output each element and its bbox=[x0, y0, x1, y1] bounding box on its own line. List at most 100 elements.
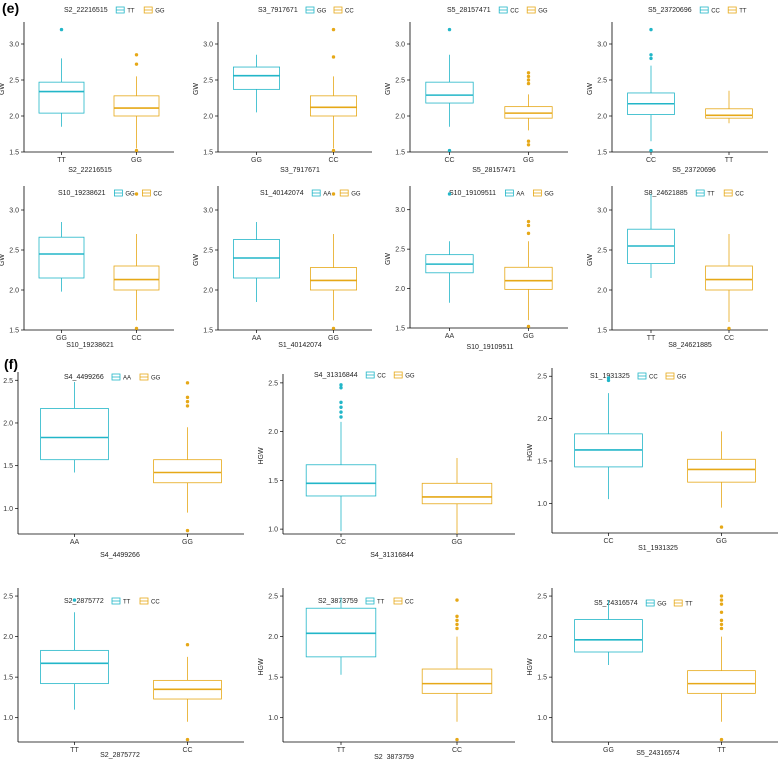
legend-label: GG bbox=[151, 376, 161, 382]
y-tick-label: 2.5 bbox=[537, 594, 547, 601]
legend-label: GG bbox=[155, 9, 165, 15]
y-tick-label: 1.5 bbox=[9, 328, 19, 335]
x-axis-label: S2_3873759 bbox=[374, 754, 414, 760]
legend-title: S1_1931325 bbox=[590, 373, 630, 380]
y-tick-label: 2.0 bbox=[3, 634, 13, 641]
y-tick-label: 2.5 bbox=[9, 248, 19, 255]
box-gg bbox=[154, 460, 222, 483]
box-aa bbox=[41, 408, 109, 459]
y-tick-label: 2.5 bbox=[203, 248, 213, 255]
y-tick-label: 1.5 bbox=[268, 675, 278, 682]
outlier-point bbox=[607, 376, 610, 379]
outlier-point bbox=[720, 611, 723, 614]
x-axis-label: S10_19238621 bbox=[66, 342, 114, 349]
y-axis-label: GW bbox=[0, 254, 6, 266]
y-tick-label: 3.0 bbox=[597, 42, 607, 49]
outlier-point bbox=[339, 401, 342, 404]
y-axis-label: HGW bbox=[527, 658, 534, 676]
outlier-point bbox=[527, 224, 530, 227]
y-tick-label: 2.0 bbox=[537, 634, 547, 641]
x-tick-label: GG bbox=[182, 539, 193, 546]
y-tick-label: 1.5 bbox=[3, 463, 13, 470]
outlier-point bbox=[186, 400, 189, 403]
y-tick-label: 3.0 bbox=[9, 42, 19, 49]
box-tt bbox=[688, 671, 756, 694]
legend-label: AA bbox=[123, 376, 131, 382]
legend-label: GG bbox=[351, 192, 361, 198]
y-tick-label: 3.0 bbox=[395, 207, 405, 214]
legend-title: S5_24316574 bbox=[594, 600, 638, 607]
outlier-point bbox=[720, 525, 723, 528]
x-axis-label: S4_31316844 bbox=[370, 552, 414, 559]
box-cc bbox=[426, 82, 473, 103]
outlier-point bbox=[448, 28, 451, 31]
y-tick-label: 1.0 bbox=[537, 501, 547, 508]
y-tick-label: 1.5 bbox=[9, 150, 19, 157]
legend-label: TT bbox=[123, 600, 131, 606]
legend-title: S5_23720696 bbox=[648, 7, 692, 14]
box-plot-s5-24316574: S5_24316574 GG TT1.01.52.02.5HGWS5_2431657… bbox=[527, 588, 778, 757]
y-tick-label: 2.0 bbox=[597, 288, 607, 295]
y-tick-label: 2.0 bbox=[597, 114, 607, 121]
legend-label: AA bbox=[323, 192, 331, 198]
outlier-point bbox=[720, 602, 723, 605]
y-tick-label: 2.5 bbox=[597, 78, 607, 85]
x-tick-label: GG bbox=[523, 333, 534, 340]
box-plot-grid: S2_22216515 TT GG1.52.02.53.0GWS2_22216515… bbox=[0, 0, 784, 760]
box-gg bbox=[688, 459, 756, 482]
box-tt bbox=[39, 82, 84, 113]
outlier-point bbox=[649, 57, 652, 60]
outlier-point bbox=[649, 53, 652, 56]
legend-title: S2_2875772 bbox=[64, 598, 104, 605]
legend-label: TT bbox=[377, 600, 385, 606]
x-axis-label: S5_28157471 bbox=[472, 167, 516, 174]
outlier-point bbox=[135, 149, 138, 152]
y-tick-label: 2.0 bbox=[395, 286, 405, 293]
outlier-point bbox=[527, 220, 530, 223]
y-axis-label: HGW bbox=[258, 447, 265, 465]
legend-title: S1_40142074 bbox=[260, 190, 304, 197]
outlier-point bbox=[186, 396, 189, 399]
outlier-point bbox=[720, 738, 723, 741]
y-axis-label: HGW bbox=[527, 444, 534, 462]
x-tick-label: CC bbox=[131, 335, 141, 342]
outlier-point bbox=[455, 619, 458, 622]
y-tick-label: 1.0 bbox=[268, 527, 278, 534]
y-tick-label: 2.0 bbox=[395, 114, 405, 121]
legend-title: S8_24621885 bbox=[644, 190, 688, 197]
y-tick-label: 2.0 bbox=[203, 114, 213, 121]
y-tick-label: 2.0 bbox=[537, 416, 547, 423]
x-tick-label: GG bbox=[56, 335, 67, 342]
outlier-point bbox=[455, 738, 458, 741]
outlier-point bbox=[527, 71, 530, 74]
y-tick-label: 3.0 bbox=[597, 208, 607, 215]
legend-label: CC bbox=[510, 9, 519, 15]
y-tick-label: 1.0 bbox=[268, 715, 278, 722]
outlier-point bbox=[332, 327, 335, 330]
x-tick-label: TT bbox=[70, 747, 79, 754]
box-plot-s2-22216515: S2_22216515 TT GG1.52.02.53.0GWS2_22216515… bbox=[0, 7, 174, 174]
x-tick-label: CC bbox=[452, 747, 462, 754]
y-axis-label: HGW bbox=[258, 658, 265, 676]
outlier-point bbox=[720, 619, 723, 622]
y-tick-label: 2.0 bbox=[3, 420, 13, 427]
y-tick-label: 3.0 bbox=[203, 42, 213, 49]
outlier-point bbox=[332, 149, 335, 152]
outlier-point bbox=[186, 738, 189, 741]
x-tick-label: TT bbox=[717, 747, 726, 754]
y-tick-label: 2.5 bbox=[395, 78, 405, 85]
x-tick-label: GG bbox=[523, 157, 534, 164]
legend-label: GG bbox=[405, 374, 415, 380]
box-gg bbox=[114, 96, 159, 116]
outlier-point bbox=[720, 594, 723, 597]
x-tick-label: GG bbox=[603, 747, 614, 754]
box-gg bbox=[575, 620, 643, 652]
outlier-point bbox=[455, 623, 458, 626]
x-tick-label: TT bbox=[337, 747, 346, 754]
outlier-point bbox=[339, 410, 342, 413]
x-tick-label: CC bbox=[328, 157, 338, 164]
x-axis-label: S3_7917671 bbox=[280, 167, 320, 174]
y-tick-label: 2.5 bbox=[3, 594, 13, 601]
y-axis-label: GW bbox=[587, 83, 594, 95]
y-tick-label: 2.0 bbox=[268, 634, 278, 641]
